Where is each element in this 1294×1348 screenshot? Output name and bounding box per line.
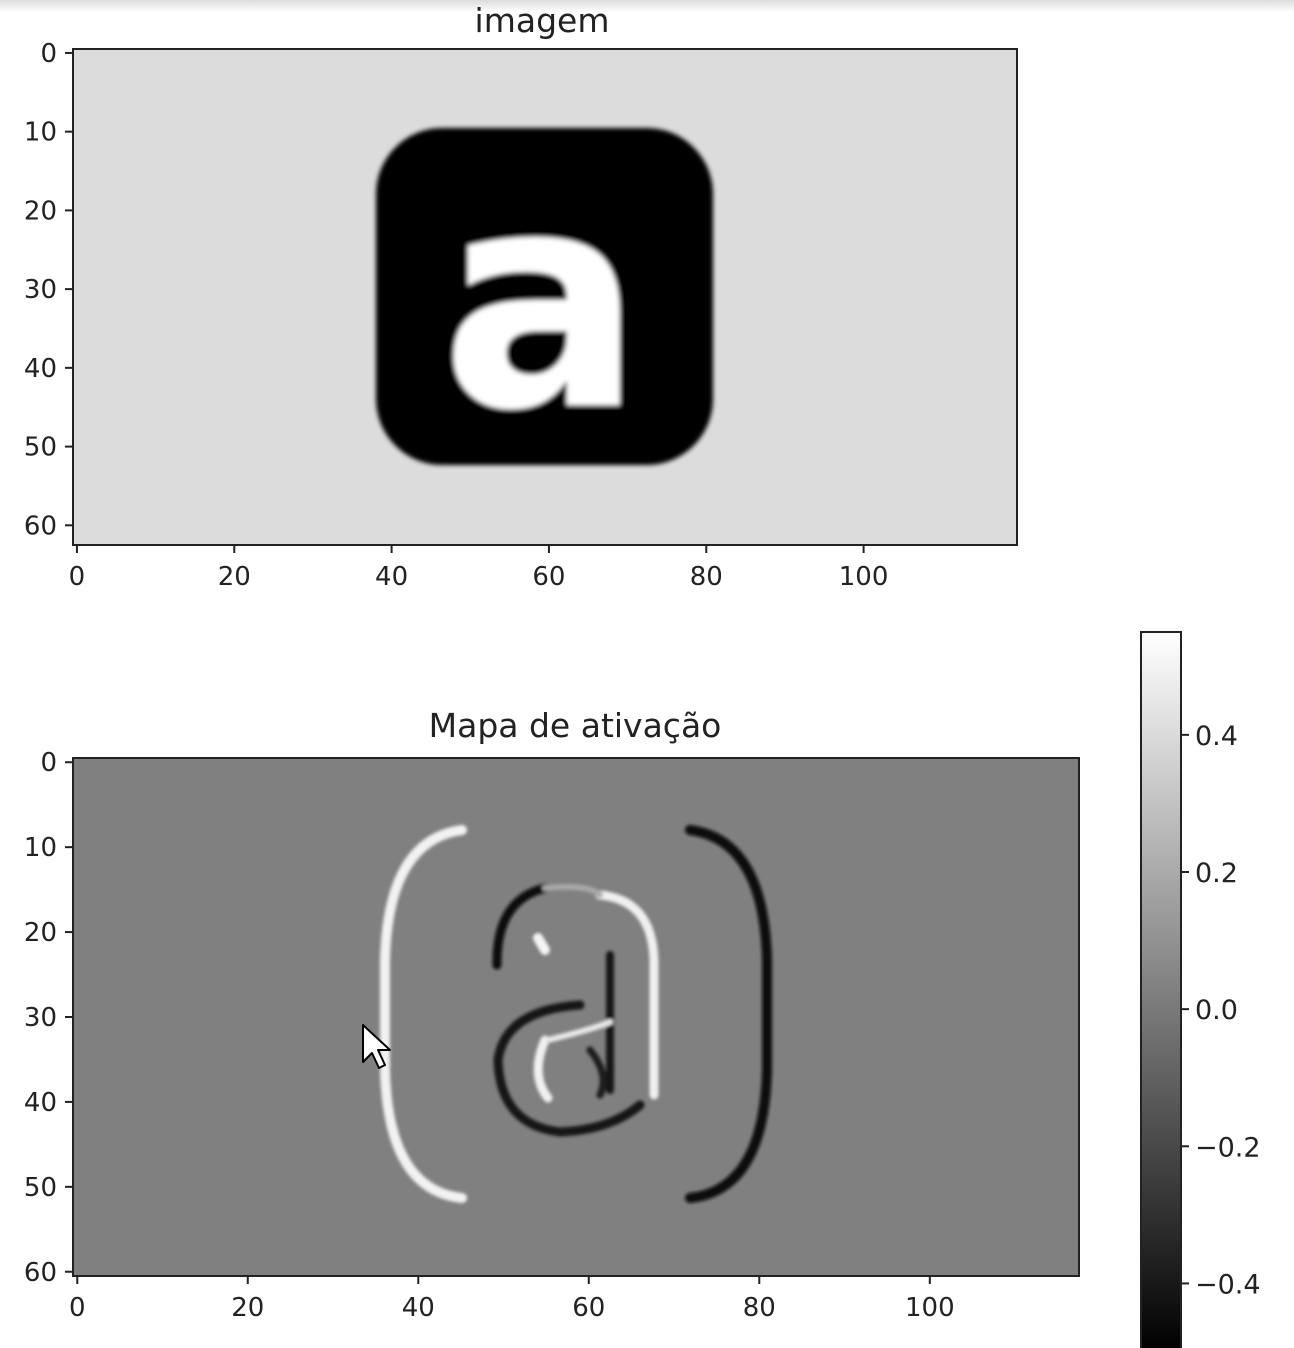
y-tick-label: 30 — [24, 1003, 57, 1033]
image-content: a — [376, 127, 713, 476]
x-axis: 0 20 40 60 80 100 — [69, 1276, 955, 1323]
letter-bowl-shadow — [586, 1046, 607, 1099]
x-tick-label: 100 — [839, 562, 889, 592]
x-tick-label: 40 — [375, 562, 408, 592]
y-tick-label: 50 — [24, 1173, 57, 1203]
letter-stem-outer — [595, 890, 659, 1100]
window-top-edge — [0, 0, 1294, 12]
activation-edges — [380, 825, 772, 1203]
x-tick-label: 80 — [743, 1293, 776, 1323]
y-tick-label: 60 — [24, 1258, 57, 1288]
y-axis: 0 10 20 30 40 50 60 — [24, 748, 73, 1288]
colorbar-tick-label: −0.4 — [1195, 1269, 1261, 1300]
rounded-square — [376, 128, 713, 465]
y-tick-label: 50 — [24, 433, 57, 463]
colorbar-gradient — [1140, 631, 1182, 1348]
y-tick-label: 0 — [40, 39, 57, 69]
y-tick-label: 40 — [24, 354, 57, 384]
colorbar-tick-label: 0.4 — [1195, 721, 1238, 752]
y-tick-label: 60 — [24, 511, 57, 541]
y-tick-label: 40 — [24, 1088, 57, 1118]
x-tick-label: 20 — [218, 562, 251, 592]
y-tick-label: 20 — [24, 918, 57, 948]
y-tick-label: 0 — [40, 748, 57, 778]
letter-bowl-outer — [493, 1000, 645, 1137]
x-tick-label: 0 — [69, 562, 86, 592]
y-tick-label: 10 — [24, 118, 57, 148]
colorbar-tick-label: 0.0 — [1195, 995, 1238, 1026]
colorbar-tick-label: 0.2 — [1195, 858, 1238, 889]
y-tick-label: 10 — [24, 833, 57, 863]
letter-glyph: a — [441, 127, 643, 476]
panel-mapa-de-ativacao: Mapa de ativação 0 20 40 60 80 100 0 10 20 30 40 5… — [24, 631, 1261, 1348]
letter-top-left — [492, 883, 550, 970]
y-axis: 0 10 20 30 40 50 60 — [24, 39, 73, 541]
x-tick-label: 60 — [532, 562, 565, 592]
x-tick-label: 100 — [905, 1293, 955, 1323]
axes-frame — [72, 48, 1018, 546]
y-tick-label: 20 — [24, 196, 57, 226]
letter-top-dot — [533, 933, 550, 955]
outer-left-edge — [380, 825, 467, 1203]
mouse-cursor-icon — [362, 1024, 391, 1069]
x-tick-label: 60 — [572, 1293, 605, 1323]
x-tick-label: 40 — [402, 1293, 435, 1323]
x-tick-label: 0 — [69, 1293, 86, 1323]
letter-bowl-inner — [533, 1035, 553, 1103]
x-tick-label: 20 — [231, 1293, 264, 1323]
colorbar-ticks: 0.4 0.2 0.0 −0.2 −0.4 — [1181, 721, 1261, 1300]
colorbar-tick-label: −0.2 — [1195, 1132, 1261, 1163]
chart-title: imagem — [475, 1, 610, 40]
activation-background — [73, 758, 1079, 1276]
letter-bowl-bar — [545, 1019, 613, 1043]
letter-top-right — [542, 883, 603, 898]
y-tick-label: 30 — [24, 275, 57, 305]
colorbar: 0.4 0.2 0.0 −0.2 −0.4 — [1140, 631, 1261, 1348]
outer-right-edge — [685, 825, 772, 1203]
x-tick-label: 80 — [690, 562, 723, 592]
x-axis: 0 20 40 60 80 100 — [69, 545, 889, 592]
panel-imagem: imagem a 0 20 40 60 80 100 0 10 20 30 40 50 60 — [24, 1, 1018, 592]
chart-title: Mapa de ativação — [429, 706, 722, 745]
